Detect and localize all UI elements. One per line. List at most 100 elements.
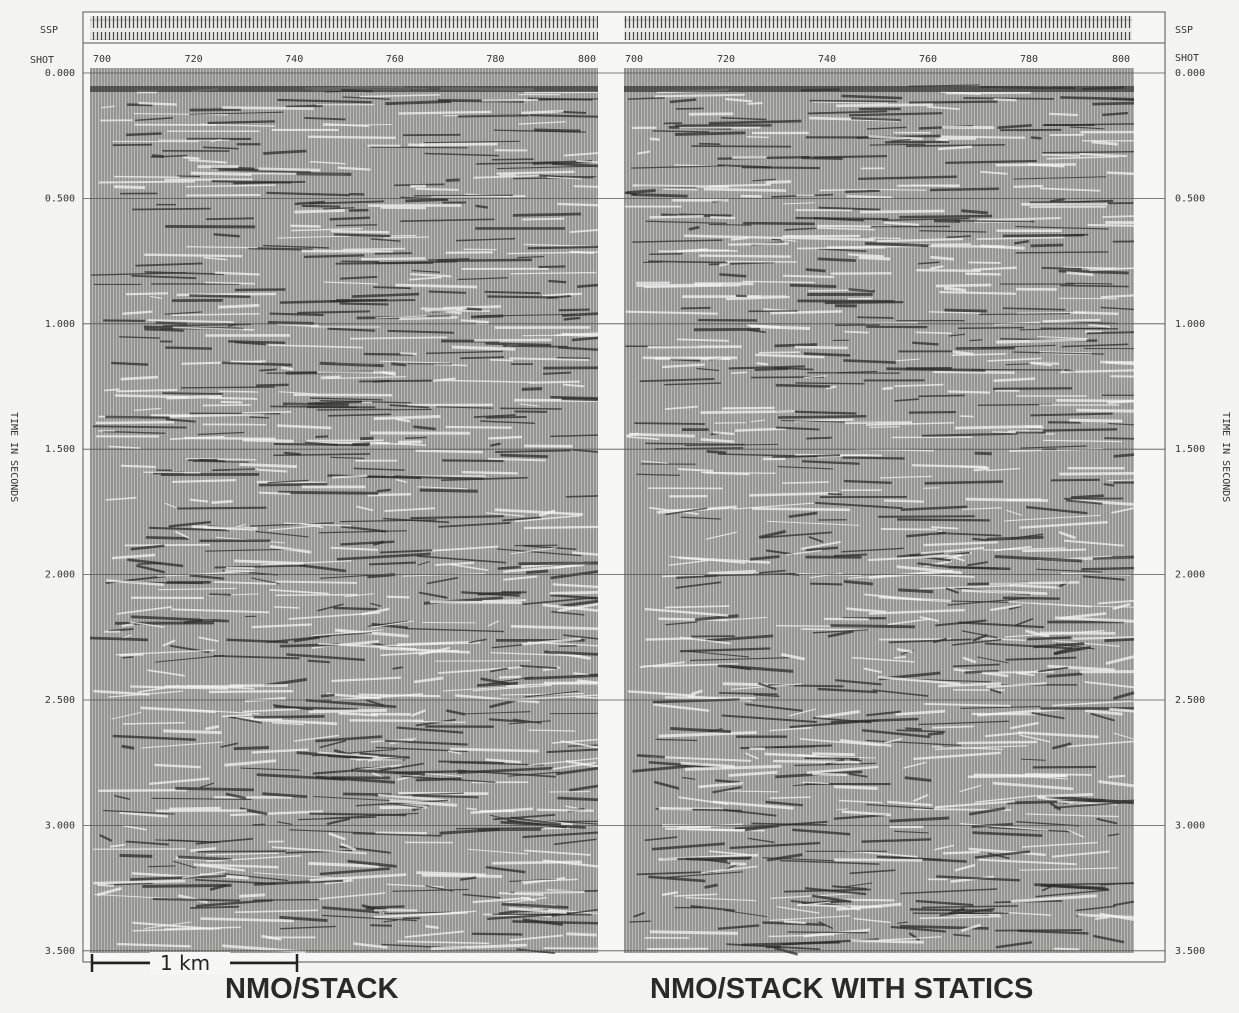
reflection (226, 568, 255, 569)
reflection (184, 438, 275, 439)
reflection (743, 223, 815, 224)
reflection (946, 93, 1031, 94)
time-label: 1.500 (1175, 444, 1205, 455)
reflection (969, 340, 982, 341)
reflection (257, 482, 327, 483)
reflection (778, 416, 866, 417)
reflection (759, 352, 800, 353)
reflection (518, 563, 598, 564)
time-label: 1.000 (45, 319, 75, 330)
reflection (857, 317, 893, 318)
axis-title: TIME IN SECONDS (1220, 412, 1231, 502)
reflection (851, 941, 925, 943)
reflection (220, 402, 242, 403)
reflection (557, 204, 598, 205)
reflection (384, 237, 429, 238)
reflection (659, 808, 692, 809)
reflection (916, 332, 952, 333)
reflection (438, 761, 504, 762)
reflection (699, 250, 738, 251)
reflection (1076, 410, 1134, 411)
reflection (529, 382, 580, 383)
reflection (274, 607, 299, 608)
reflection (315, 436, 328, 437)
reflection (869, 238, 901, 239)
shot-number: 760 (386, 54, 404, 65)
reflection (1054, 949, 1079, 950)
reflection (905, 728, 921, 729)
reflection (825, 302, 904, 303)
reflection (530, 115, 598, 117)
time-label: 0.500 (45, 193, 75, 204)
time-label: 0.500 (1175, 193, 1205, 204)
reflection (878, 516, 975, 517)
reflection (928, 733, 944, 734)
seismic-figure: 0.0000.5001.0001.5002.0002.5003.0003.500… (0, 0, 1239, 1013)
reflection (650, 139, 660, 140)
reflection (234, 748, 269, 749)
reflection (462, 472, 518, 473)
reflection (321, 695, 335, 696)
reflection (425, 926, 438, 928)
reflection (225, 571, 249, 572)
reflection (1088, 225, 1134, 226)
reflection (918, 395, 965, 396)
reflection (290, 226, 320, 227)
reflection (836, 105, 933, 106)
time-label: 1.500 (45, 444, 75, 455)
scale-bar-label: 1 km (160, 951, 210, 975)
reflection (898, 590, 933, 592)
reflection (692, 146, 792, 147)
reflection (387, 597, 410, 598)
reflection (146, 537, 189, 538)
reflection (1042, 268, 1082, 269)
reflection (551, 397, 598, 398)
reflection (681, 308, 711, 309)
reflection (499, 175, 515, 176)
reflection (699, 256, 791, 257)
reflection (349, 720, 424, 721)
reflection (810, 101, 897, 102)
shot-number: 740 (818, 54, 836, 65)
reflection (295, 210, 345, 212)
reflection (632, 194, 688, 196)
reflection (249, 417, 269, 418)
reflection (539, 266, 566, 267)
reflection (1013, 186, 1042, 187)
reflection (1063, 235, 1088, 236)
reflection (317, 409, 391, 410)
reflection (824, 619, 869, 620)
reflection (842, 457, 904, 458)
reflection (132, 209, 210, 210)
reflection (958, 328, 1024, 329)
reflection (1059, 473, 1134, 474)
reflection (955, 221, 1035, 222)
reflection (1031, 245, 1064, 246)
reflection (492, 159, 534, 160)
reflection (1104, 639, 1134, 640)
reflection (713, 432, 734, 434)
time-label: 3.500 (1175, 946, 1205, 957)
reflection (897, 519, 990, 520)
reflection (830, 626, 914, 627)
reflection (550, 592, 598, 593)
reflection (284, 453, 300, 454)
reflection (885, 142, 949, 143)
reflection (206, 218, 254, 219)
reflection (812, 754, 855, 755)
reflection (259, 484, 327, 485)
reflection (103, 320, 145, 321)
reflection (471, 316, 503, 317)
reflection (268, 322, 314, 323)
reflection (126, 133, 162, 134)
reflection (881, 529, 937, 530)
reflection (165, 348, 212, 349)
reflection (773, 761, 860, 762)
reflection (242, 412, 291, 413)
reflection (1108, 776, 1125, 777)
reflection (1003, 598, 1060, 599)
reflection (1027, 638, 1071, 640)
reflection (114, 177, 180, 178)
reflection (752, 509, 850, 510)
reflection (757, 363, 769, 364)
